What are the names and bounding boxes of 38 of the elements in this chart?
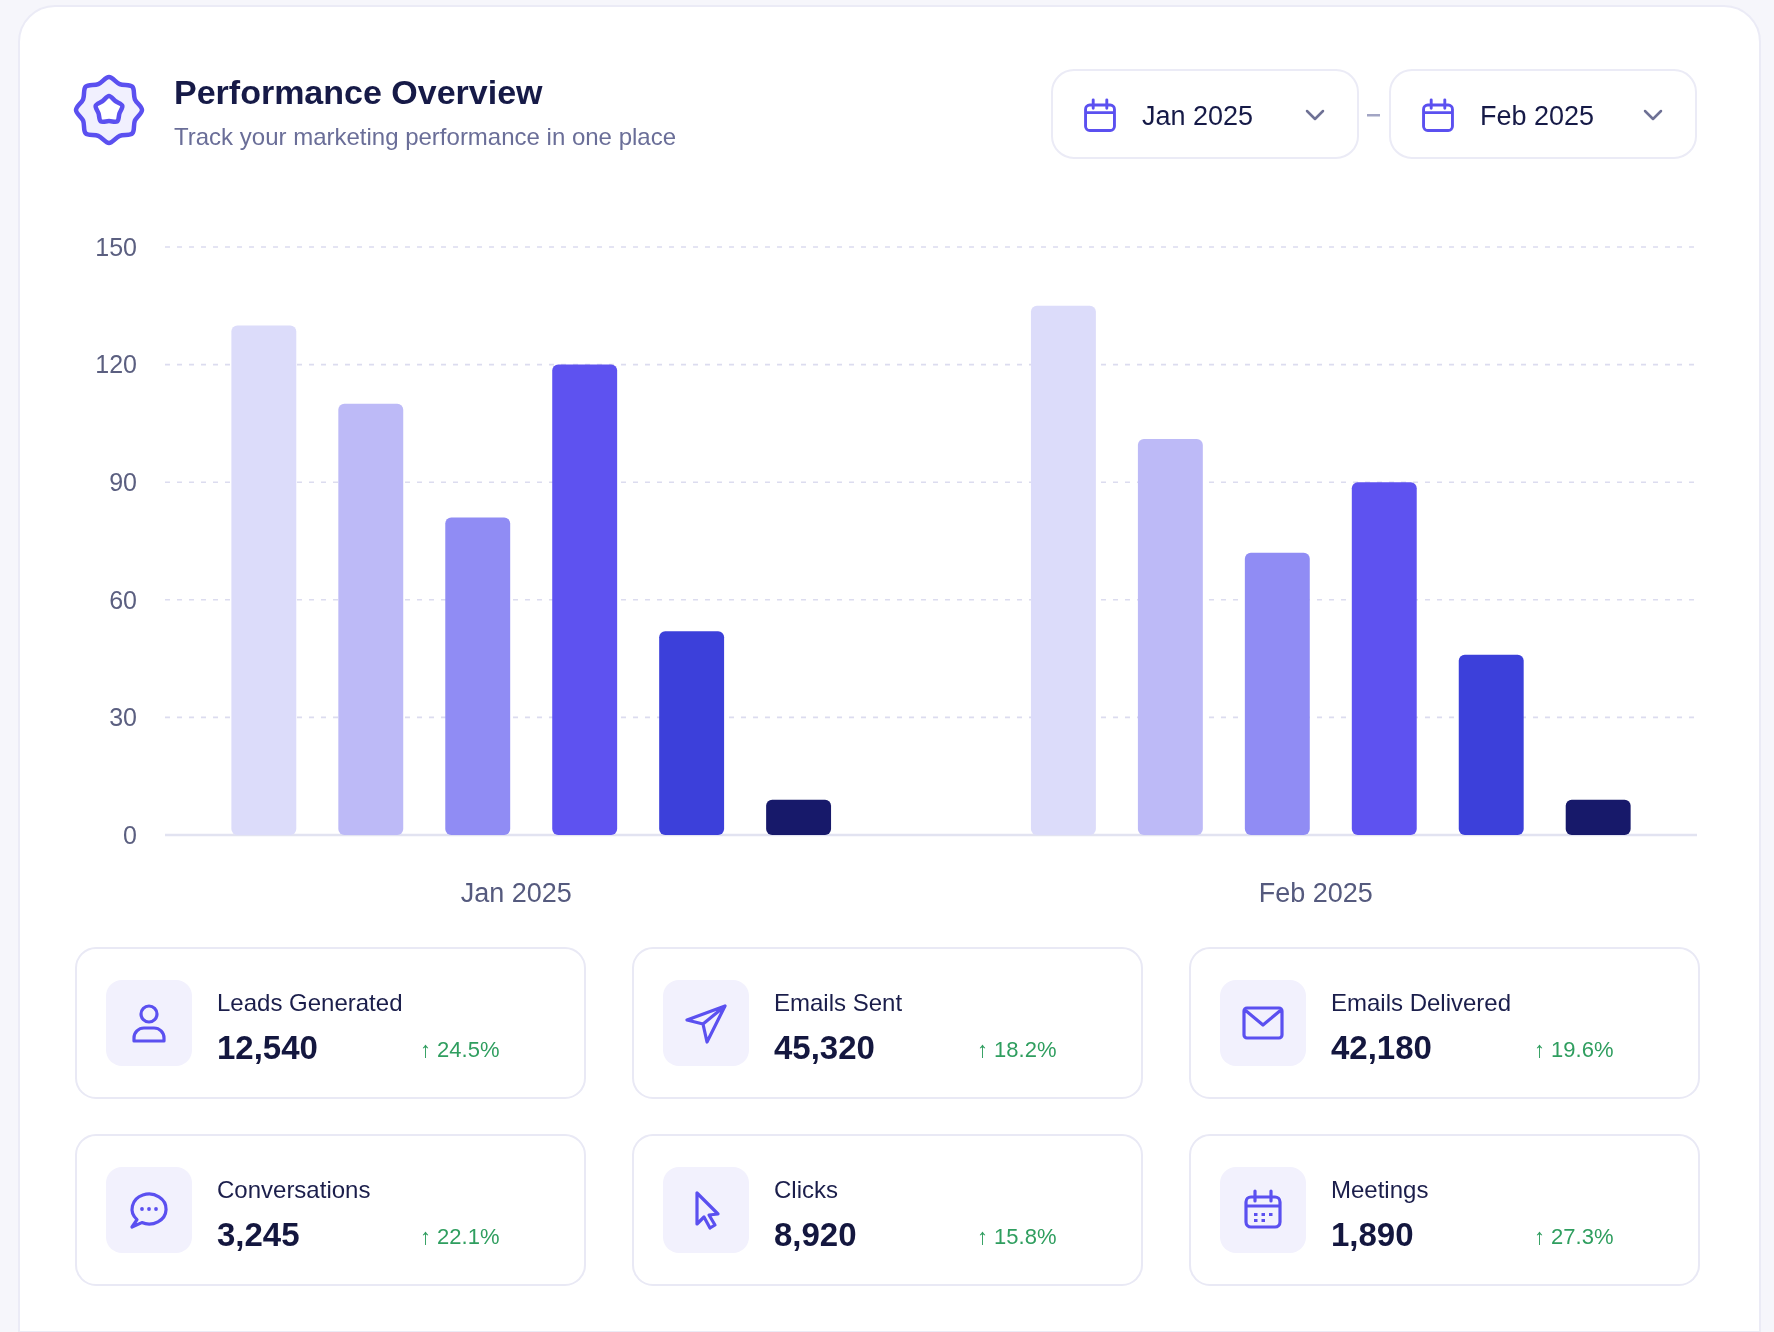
text: Meetings [1331,1176,1429,1203]
bar [1458,654,1524,835]
bar [1244,552,1310,835]
y-tick-label: 0 [123,820,137,849]
text: 3,245 [217,1216,300,1253]
text: ↑ 24.5% [420,1037,500,1062]
text: Emails Sent [774,989,903,1016]
y-tick-label: 150 [95,232,137,261]
text: 1,890 [1331,1216,1414,1253]
text: ↑ 22.1% [420,1224,500,1249]
bar [1137,439,1203,835]
text: Conversations [217,1176,371,1203]
bar [766,799,832,835]
text: 42,180 [1331,1029,1432,1066]
bar [338,403,404,835]
text: ↑ 27.3% [1534,1224,1614,1249]
text: ↑ 15.8% [977,1224,1057,1249]
text: 8,920 [774,1216,857,1253]
text: 12,540 [217,1029,318,1066]
text: 45,320 [774,1029,875,1066]
text: Emails Delivered [1331,989,1512,1016]
text: Leads Generated [217,989,403,1016]
bar [552,364,618,835]
y-tick-label: 30 [109,703,137,732]
y-tick-label: 120 [95,350,137,379]
text: Clicks [774,1176,838,1203]
y-tick-label: 60 [109,585,137,614]
bar [445,517,511,835]
bar [1351,482,1417,835]
text: ↑ 18.2% [977,1037,1057,1062]
text: ↑ 19.6% [1534,1037,1614,1062]
y-tick-label: 90 [109,467,137,496]
text: Feb 2025 [1480,101,1595,131]
chart-subtitle: Track your marketing performance in one place [174,123,677,150]
chart-title: Performance Overview [174,73,544,111]
bar [659,631,725,835]
bar [1565,799,1631,835]
text: Jan 2025 [1142,101,1254,131]
